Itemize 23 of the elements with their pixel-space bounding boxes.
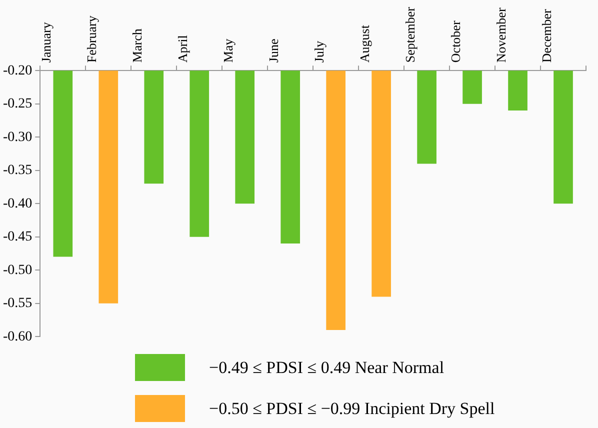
x-tick-label: May — [220, 38, 236, 63]
x-tick-label: November — [494, 7, 509, 63]
x-tick-label: September — [402, 6, 418, 63]
y-tick-label: -0.35 — [2, 163, 32, 178]
y-tick-label: -0.55 — [2, 296, 32, 312]
x-tick-label: October — [448, 20, 464, 63]
legend-label: −0.50 ≤ PDSI ≤ −0.99 Incipient Dry Spell — [209, 398, 495, 418]
y-tick-label: -0.45 — [2, 230, 32, 245]
y-tick-label: -0.40 — [2, 196, 32, 212]
x-tick-label: February — [84, 15, 100, 63]
x-tick-label: July — [312, 40, 327, 63]
x-tick-label: January — [38, 22, 54, 63]
x-tick-label: April — [175, 34, 190, 63]
x-tick-label: December — [539, 8, 554, 63]
y-tick-label: -0.25 — [2, 96, 32, 112]
y-tick-label: -0.60 — [2, 329, 32, 344]
x-tick-label: June — [266, 38, 282, 63]
legend-label: −0.49 ≤ PDSI ≤ 0.49 Near Normal — [209, 358, 444, 378]
y-tick-label: -0.30 — [2, 130, 32, 145]
y-tick-label: -0.50 — [2, 262, 32, 278]
x-tick-label: August — [357, 24, 372, 63]
x-tick-label: March — [130, 28, 145, 63]
y-tick-label: -0.20 — [2, 63, 32, 78]
